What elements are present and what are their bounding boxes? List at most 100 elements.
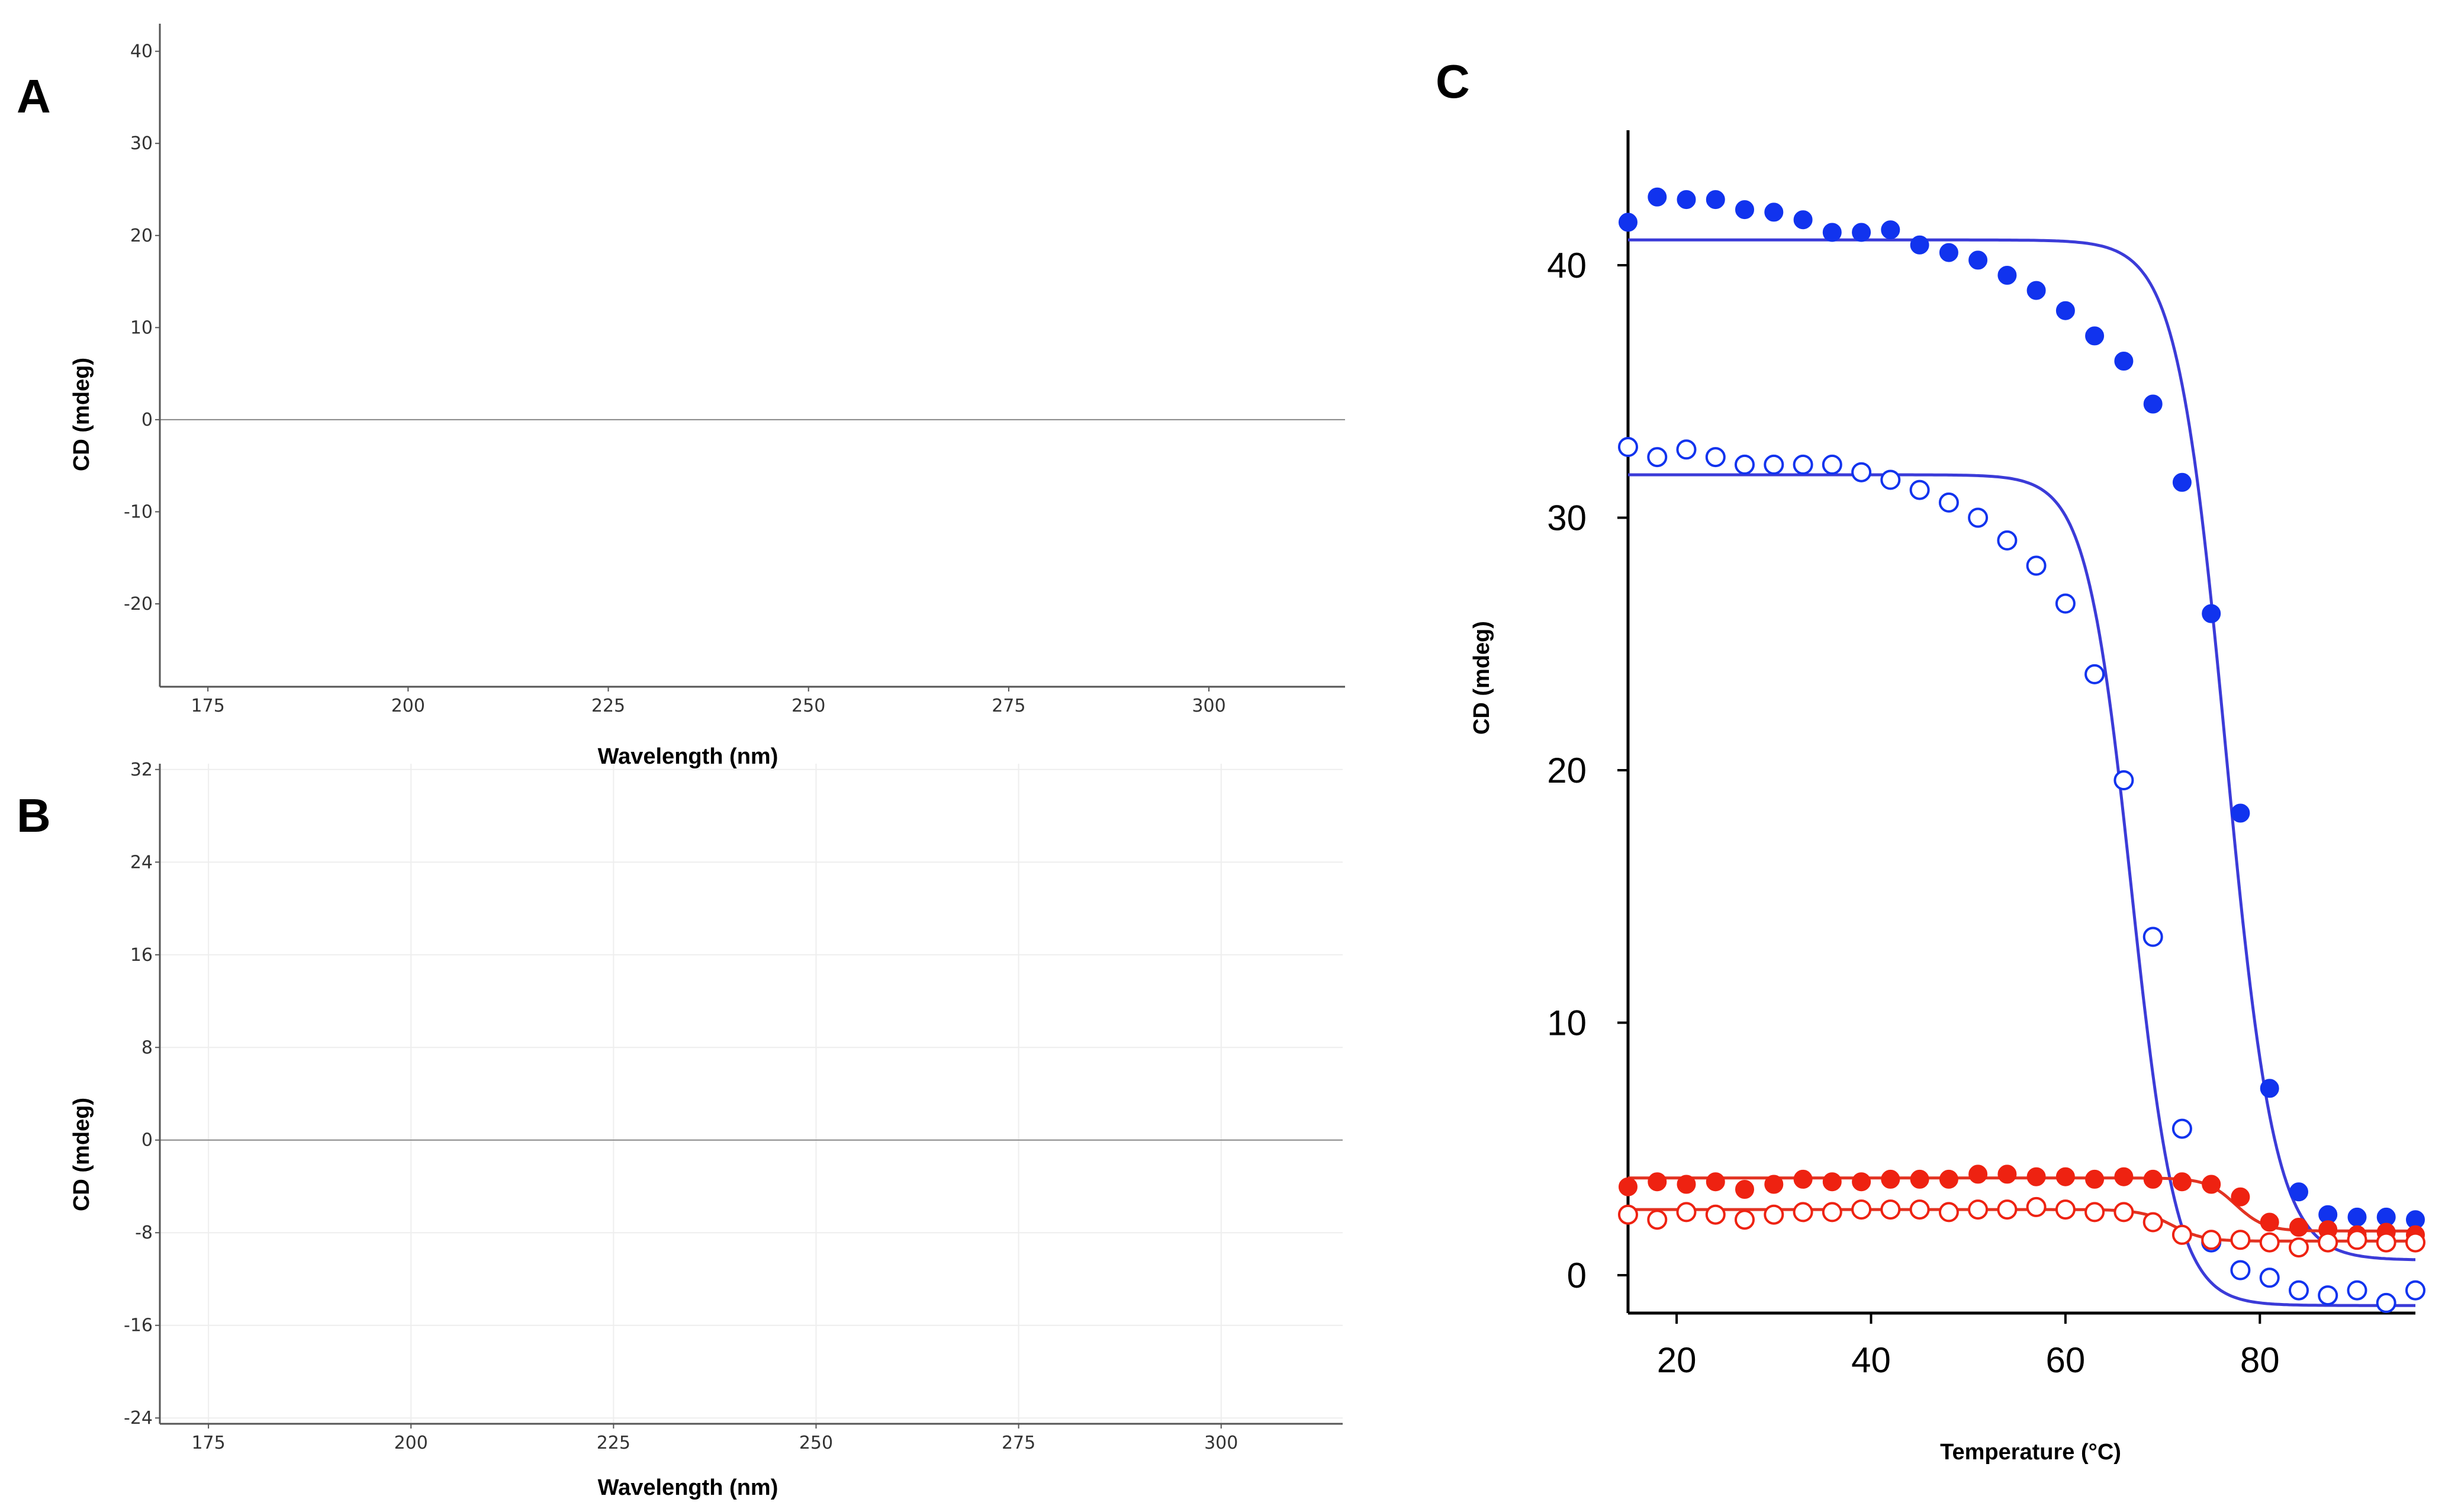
- data-point-1-17: [2113, 770, 2134, 790]
- data-point-1-11: [1938, 492, 1959, 513]
- y-tick-label-4: 20: [130, 226, 153, 246]
- data-point-2-11: [1939, 1169, 1958, 1189]
- y-tick-label-6: 40: [130, 41, 153, 62]
- data-point-0-4: [1735, 200, 1754, 220]
- data-point-3-20: [2201, 1230, 2222, 1250]
- data-point-0-9: [1881, 220, 1900, 240]
- x-tick-label-4: 275: [1002, 1433, 1035, 1453]
- data-point-1-19: [2171, 1118, 2192, 1139]
- data-point-1-10: [1909, 480, 1930, 500]
- x-tick-label-2: 225: [597, 1433, 630, 1453]
- y-tick-label-0: -20: [124, 594, 153, 615]
- data-point-0-23: [2289, 1182, 2308, 1202]
- y-tick-label-2: -8: [135, 1223, 153, 1243]
- data-point-0-5: [1764, 202, 1784, 222]
- x-tick-label-5: 300: [1204, 1433, 1238, 1453]
- y-tick-label-1: -10: [124, 501, 153, 522]
- data-point-0-13: [1997, 266, 2017, 285]
- data-point-3-21: [2230, 1230, 2251, 1250]
- y-tick-label-3: 10: [130, 317, 153, 338]
- data-point-2-12: [1968, 1164, 1988, 1184]
- data-point-3-17: [2113, 1202, 2134, 1223]
- data-point-3-0: [1618, 1204, 1638, 1225]
- data-point-2-1: [1648, 1172, 1667, 1192]
- data-point-2-0: [1619, 1177, 1637, 1196]
- data-point-3-11: [1938, 1202, 1959, 1223]
- data-point-1-1: [1647, 447, 1668, 468]
- data-point-3-15: [2055, 1199, 2076, 1220]
- data-point-3-19: [2171, 1224, 2192, 1245]
- y-tick-label-5: 30: [130, 133, 153, 154]
- data-point-3-23: [2289, 1237, 2309, 1258]
- data-point-3-13: [1997, 1199, 2018, 1220]
- panel-label-b: B: [17, 789, 51, 842]
- data-point-1-25: [2347, 1280, 2367, 1301]
- x-tick-label-1: 200: [394, 1433, 428, 1453]
- data-point-0-2: [1677, 190, 1696, 210]
- fit-line-0: [1628, 238, 2415, 1262]
- x-axis-label-a: Wavelength (nm): [598, 744, 778, 769]
- data-point-1-3: [1705, 447, 1726, 468]
- data-point-2-4: [1735, 1180, 1754, 1199]
- x-tick-label-5: 300: [1192, 696, 1225, 716]
- data-point-1-8: [1851, 462, 1872, 482]
- y-tick-label-0: 0: [1567, 1256, 1587, 1295]
- x-tick-label-3: 250: [792, 696, 825, 716]
- data-point-3-25: [2347, 1230, 2367, 1250]
- data-point-0-25: [2347, 1207, 2367, 1227]
- chart-panel-c: CD (mdeg) Temperature (°C) 20 40 60 80 0 10 20…: [1469, 130, 2425, 1465]
- data-point-3-4: [1735, 1209, 1755, 1230]
- data-point-2-16: [2085, 1169, 2105, 1189]
- y-tick-label-5: 16: [130, 945, 153, 966]
- y-tick-label-1: 10: [1547, 1003, 1587, 1043]
- y-tick-label-4: 8: [141, 1037, 153, 1058]
- data-point-2-17: [2114, 1167, 2134, 1186]
- x-tick-label-3: 80: [2240, 1340, 2280, 1380]
- data-point-1-9: [1880, 469, 1901, 490]
- data-point-1-4: [1735, 454, 1755, 475]
- data-point-1-14: [2026, 555, 2047, 576]
- data-point-3-26: [2376, 1232, 2396, 1253]
- data-point-3-27: [2405, 1232, 2425, 1253]
- data-point-3-5: [1764, 1204, 1784, 1225]
- x-tick-label-3: 250: [799, 1433, 833, 1453]
- data-point-0-17: [2114, 352, 2134, 371]
- data-point-2-21: [2231, 1187, 2250, 1207]
- data-point-1-13: [1997, 530, 2018, 551]
- data-point-3-12: [1968, 1199, 1989, 1220]
- data-point-2-20: [2202, 1175, 2221, 1194]
- y-tick-label-2: 0: [141, 410, 153, 430]
- x-axis-label-b: Wavelength (nm): [598, 1475, 778, 1500]
- data-point-1-16: [2084, 664, 2105, 684]
- data-point-3-2: [1676, 1202, 1697, 1223]
- data-point-3-7: [1822, 1202, 1842, 1223]
- data-point-1-15: [2055, 593, 2076, 614]
- data-point-3-18: [2142, 1212, 2163, 1233]
- data-point-3-8: [1851, 1199, 1872, 1220]
- data-point-0-21: [2231, 803, 2250, 823]
- x-tick-label-2: 225: [591, 696, 625, 716]
- data-point-0-12: [1968, 250, 1988, 270]
- data-point-2-18: [2143, 1169, 2163, 1189]
- fit-line-1: [1628, 473, 2415, 1307]
- panel-label-c: C: [1436, 55, 1470, 108]
- y-tick-label-2: 20: [1547, 751, 1587, 790]
- fit-line-3: [1628, 1208, 2415, 1243]
- data-point-3-6: [1793, 1202, 1813, 1223]
- x-tick-label-1: 200: [391, 696, 425, 716]
- fit-line-2: [1628, 1176, 2415, 1233]
- data-point-0-19: [2172, 472, 2192, 492]
- y-tick-label-3: 0: [141, 1130, 153, 1151]
- data-point-1-18: [2142, 926, 2163, 947]
- data-point-2-10: [1910, 1169, 1929, 1189]
- data-point-2-8: [1852, 1172, 1871, 1192]
- data-point-1-2: [1676, 439, 1697, 460]
- data-point-2-7: [1822, 1172, 1842, 1192]
- data-point-1-0: [1618, 437, 1638, 457]
- data-point-1-23: [2289, 1280, 2309, 1301]
- y-axis-label-a: CD (mdeg): [69, 358, 94, 471]
- data-point-3-14: [2026, 1196, 2047, 1217]
- data-point-0-7: [1822, 223, 1842, 242]
- data-point-2-15: [2055, 1167, 2075, 1186]
